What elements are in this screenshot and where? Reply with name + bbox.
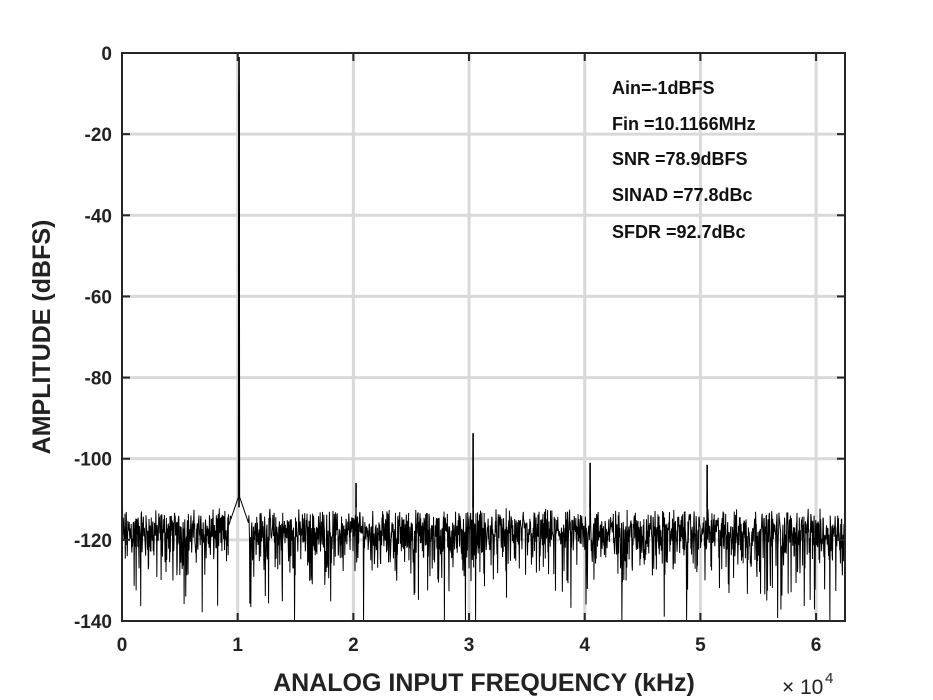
y-tick-label: -120 [74,531,112,552]
annotation-sfdr: SFDR =92.7dBc [612,222,746,242]
x-axis-multiplier: × 10 4 [782,670,833,699]
y-tick-label: -20 [85,125,112,146]
x-tick-label: 0 [117,635,128,656]
y-tick-label: 0 [101,44,112,65]
spectrum-line [121,61,846,622]
annotation-fin: Fin =10.1166MHz [612,114,756,134]
y-axis-label: AMPLITUDE (dBFS) [28,220,56,455]
y-tick-label: -140 [74,612,112,633]
y-tick-label: -40 [85,206,112,227]
multiplier-base: 10 [800,676,823,699]
multiplier-symbol: × [782,676,794,699]
x-tick-label: 6 [811,635,822,656]
annotation-ain: Ain=-1dBFS [612,78,715,98]
annotation-snr: SNR =78.9dBFS [612,149,748,169]
x-tick-label: 4 [579,635,590,656]
x-tick-label: 1 [232,635,243,656]
plot-frame [121,52,846,622]
x-tick-label: 3 [464,635,475,656]
multiplier-power: 4 [825,670,833,687]
annotation-box: Ain=-1dBFS Fin =10.1166MHz SNR =78.9dBFS… [612,78,756,242]
x-axis-label: ANALOG INPUT FREQUENCY (kHz) [273,669,695,697]
x-tick-label: 2 [348,635,359,656]
y-tick-label: -100 [74,450,112,471]
x-tick-label: 5 [695,635,706,656]
y-tick-label: -60 [85,287,112,308]
annotation-sinad: SINAD =77.8dBc [612,185,753,205]
y-tick-label: -80 [85,369,112,390]
